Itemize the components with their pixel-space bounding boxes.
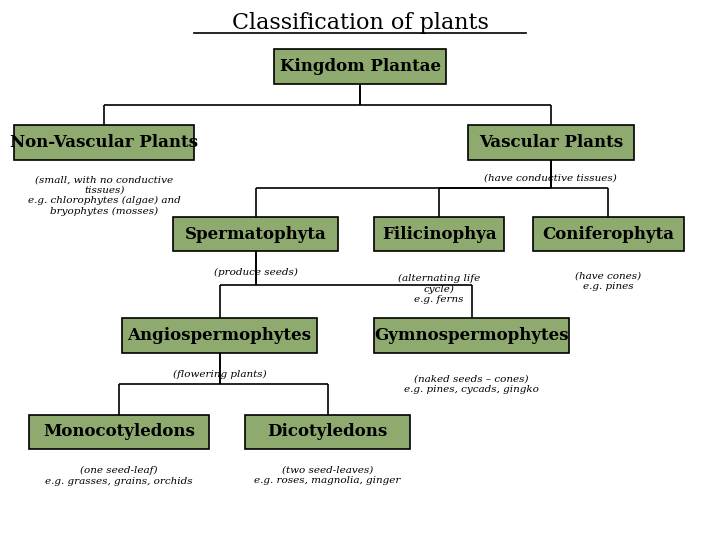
FancyBboxPatch shape [122,318,317,353]
Text: (produce seeds): (produce seeds) [214,268,297,277]
Text: Coniferophyta: Coniferophyta [542,226,675,242]
Text: Filicinophya: Filicinophya [382,226,497,242]
Text: (two seed-leaves)
e.g. roses, magnolia, ginger: (two seed-leaves) e.g. roses, magnolia, … [254,466,401,485]
Text: (alternating life
cycle)
e.g. ferns: (alternating life cycle) e.g. ferns [398,274,480,304]
Text: Dicotyledons: Dicotyledons [267,423,388,441]
Text: (have cones)
e.g. pines: (have cones) e.g. pines [575,272,642,291]
Text: Spermatophyta: Spermatophyta [185,226,326,242]
FancyBboxPatch shape [533,217,684,251]
Text: (flowering plants): (flowering plants) [173,369,266,379]
Text: Non-Vascular Plants: Non-Vascular Plants [10,134,199,151]
Text: Vascular Plants: Vascular Plants [479,134,623,151]
Text: Angiospermophytes: Angiospermophytes [127,327,312,344]
Text: (have conductive tissues): (have conductive tissues) [485,173,617,183]
Text: Gymnospermophytes: Gymnospermophytes [374,327,569,344]
Text: (one seed-leaf)
e.g. grasses, grains, orchids: (one seed-leaf) e.g. grasses, grains, or… [45,466,193,485]
FancyBboxPatch shape [14,125,194,160]
FancyBboxPatch shape [29,415,209,449]
FancyBboxPatch shape [468,125,634,160]
FancyBboxPatch shape [173,217,338,251]
Text: (naked seeds – cones)
e.g. pines, cycads, gingko: (naked seeds – cones) e.g. pines, cycads… [404,375,539,394]
Text: Monocotyledons: Monocotyledons [43,423,194,441]
Text: (small, with no conductive
tissues)
e.g. chlorophytes (algae) and
bryophytes (mo: (small, with no conductive tissues) e.g.… [28,175,181,215]
FancyBboxPatch shape [245,415,410,449]
Text: Classification of plants: Classification of plants [232,12,488,34]
FancyBboxPatch shape [374,318,569,353]
Text: 5.5.3: 5.5.3 [611,510,691,538]
Text: Kingdom Plantae: Kingdom Plantae [279,58,441,75]
FancyBboxPatch shape [274,49,446,84]
FancyBboxPatch shape [374,217,504,251]
